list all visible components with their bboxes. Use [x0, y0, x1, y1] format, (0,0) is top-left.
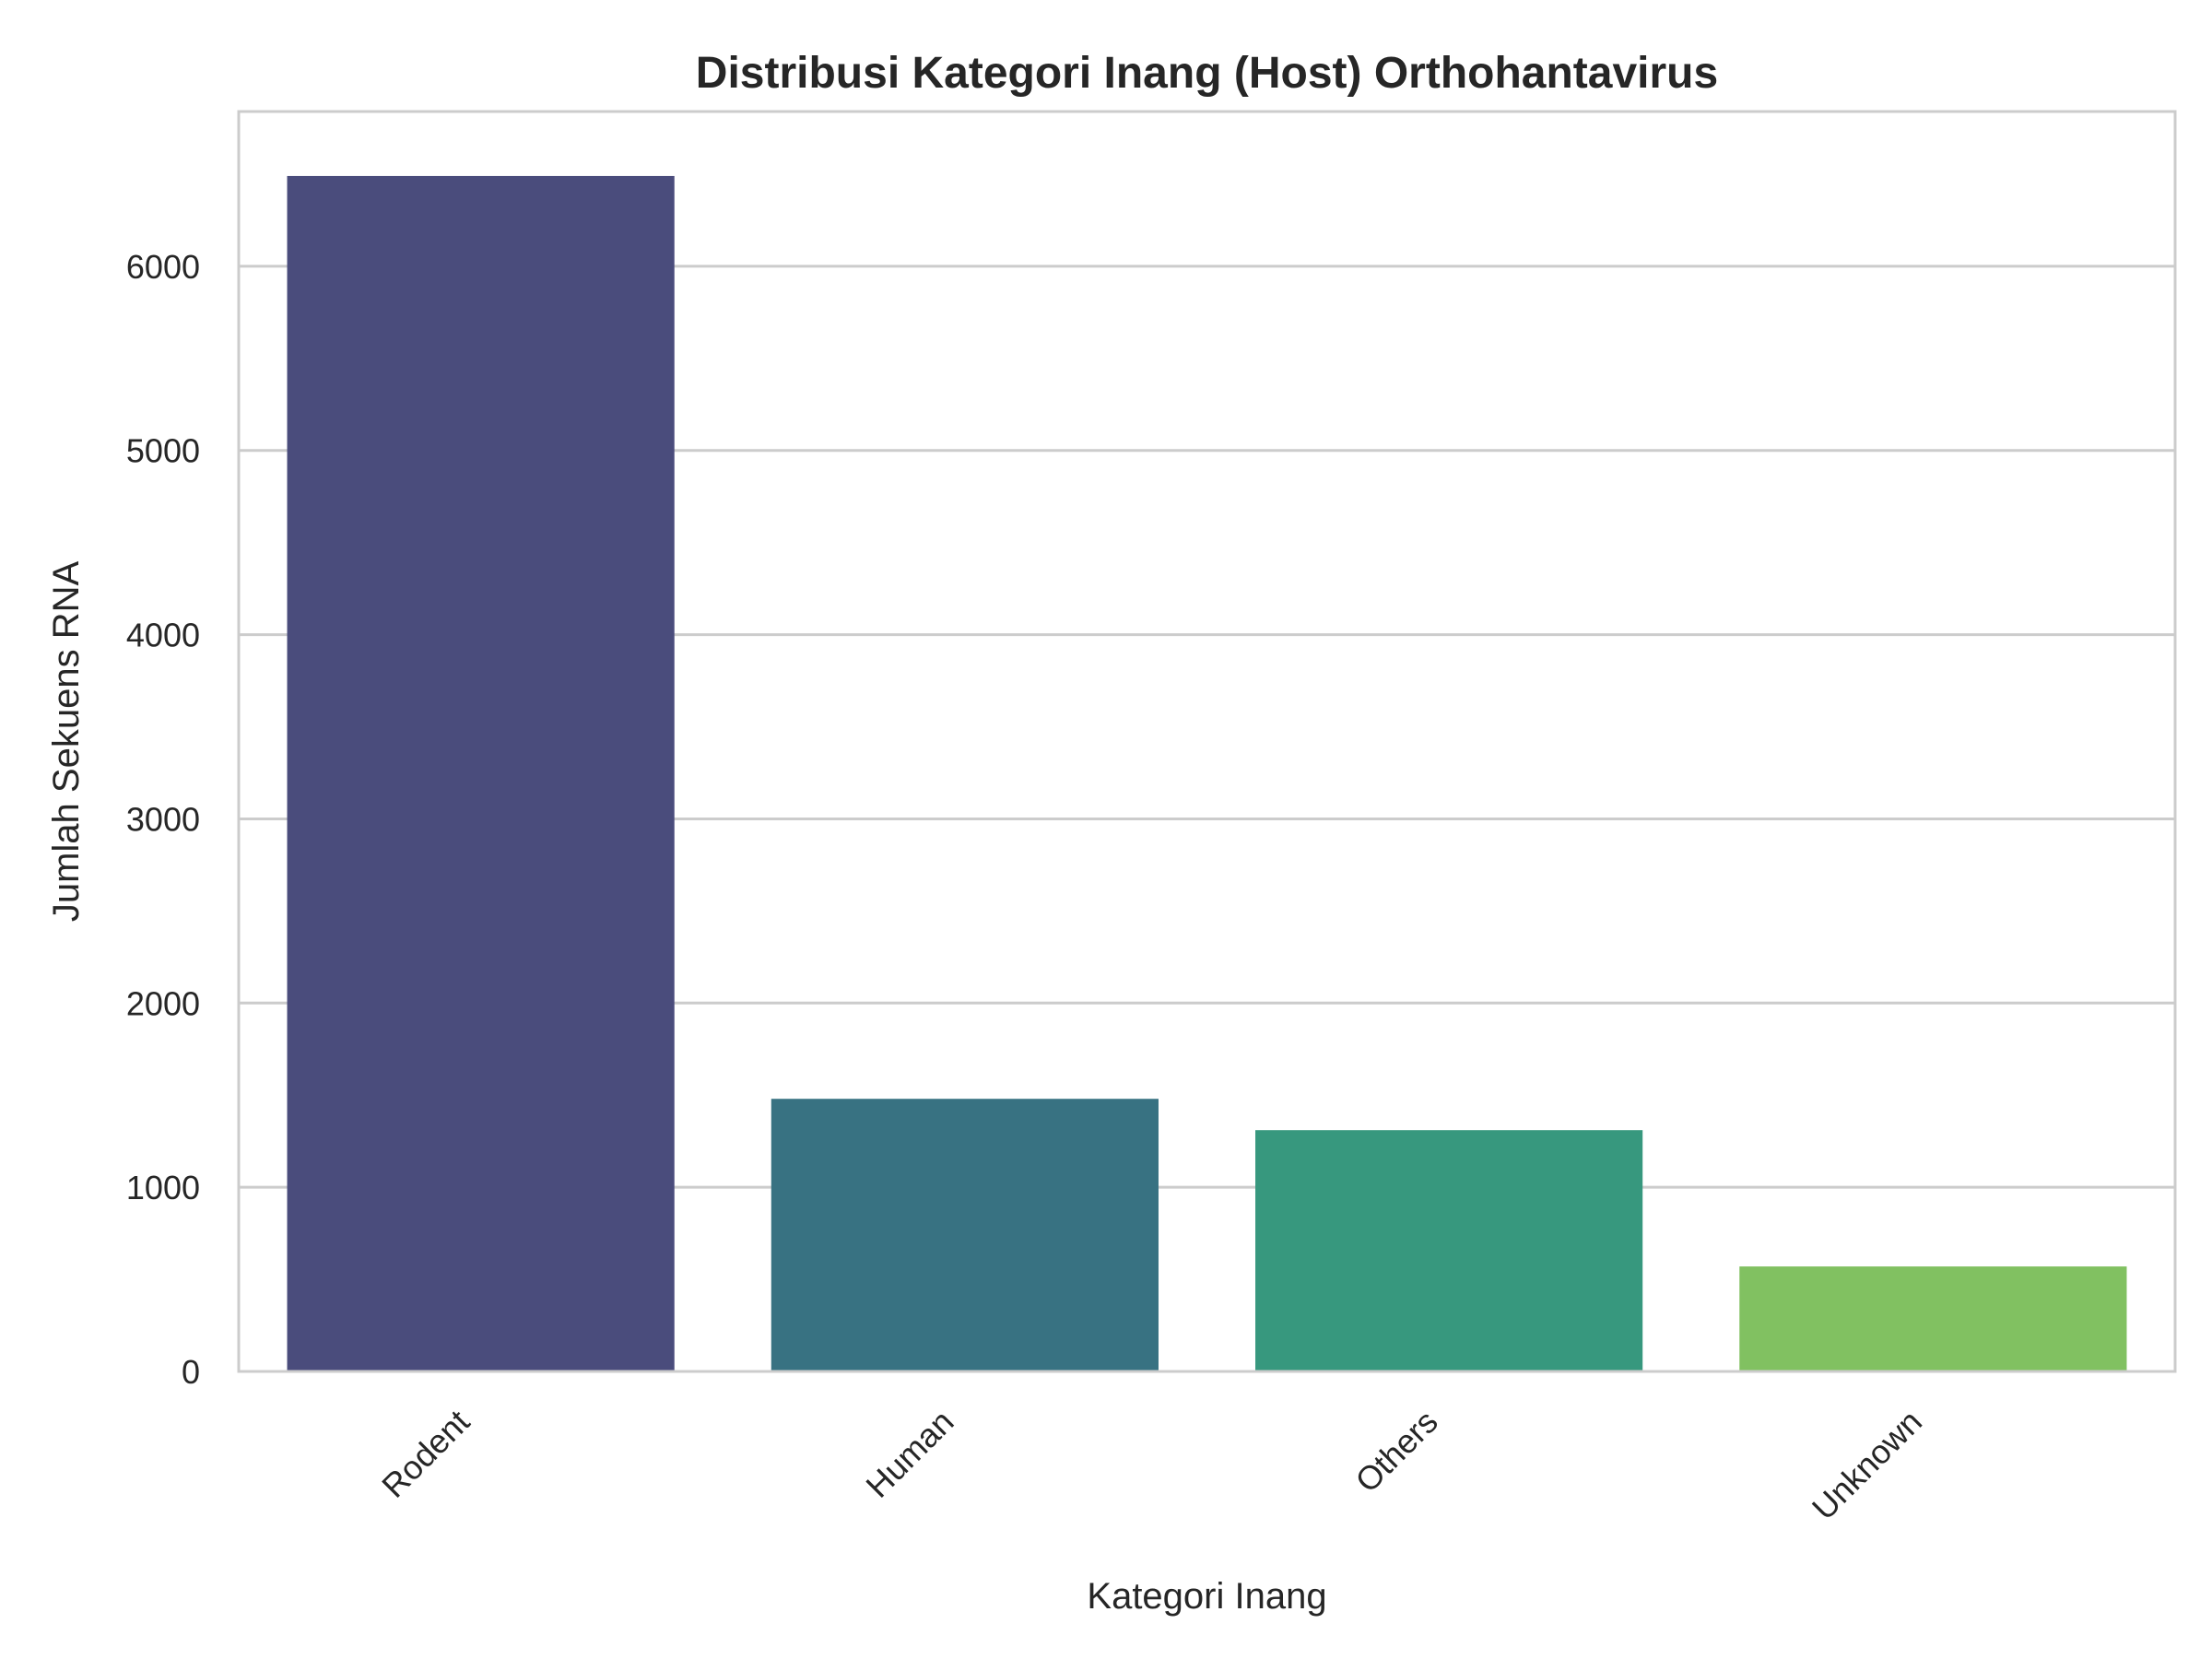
y-tick-label: 1000 [126, 1169, 200, 1206]
y-tick-label: 2000 [126, 984, 200, 1022]
bar-others [1255, 1130, 1643, 1371]
bars [287, 175, 2127, 1371]
bar-rodent [287, 175, 675, 1371]
y-axis-label: Jumlah Sekuens RNA [46, 561, 87, 923]
y-tick-labels: 0 1000 2000 3000 4000 5000 6000 [126, 248, 200, 1391]
y-tick-label: 3000 [126, 800, 200, 838]
plot-frame [237, 110, 2177, 1373]
y-tick-label: 5000 [126, 432, 200, 470]
y-tick-label: 6000 [126, 248, 200, 286]
bar-unknown [1739, 1266, 2127, 1371]
bar-human [771, 1099, 1159, 1371]
x-axis-label: Kategori Inang [1087, 1576, 1326, 1617]
y-tick-label: 4000 [126, 617, 200, 654]
chart-title: Distribusi Kategori Inang (Host) Orthoha… [696, 49, 1718, 98]
y-tick-label: 0 [182, 1353, 200, 1391]
